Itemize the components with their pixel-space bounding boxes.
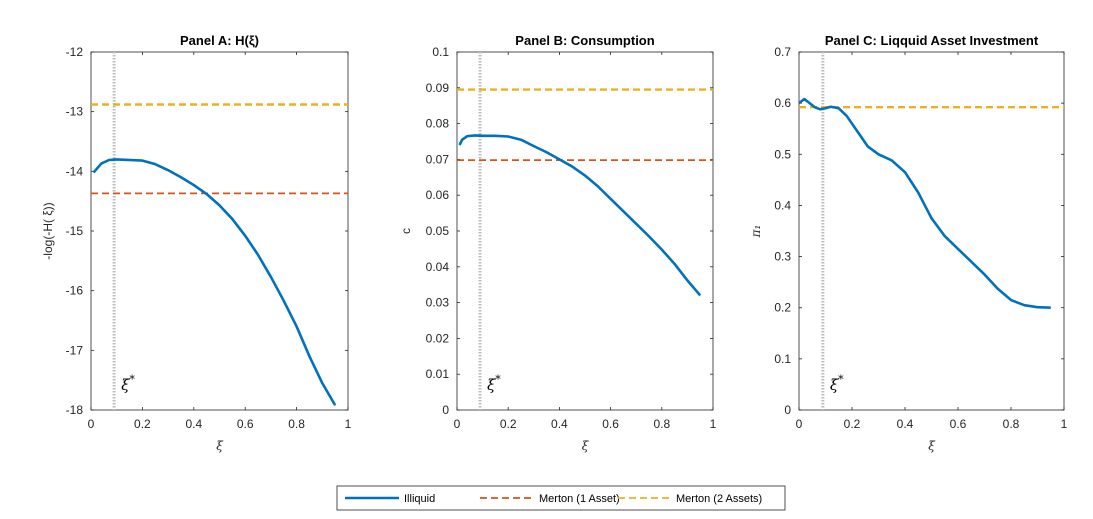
x-tick-label: 0.6 xyxy=(602,417,619,431)
y-axis-label: c xyxy=(399,228,413,234)
x-tick-label: 0.4 xyxy=(551,417,568,431)
y-axis-label: π₁ xyxy=(749,225,763,239)
x-tick-label: 1 xyxy=(710,417,717,431)
y-axis-label: -log(-H( ξ)) xyxy=(41,202,55,259)
y-tick-label: 0.08 xyxy=(426,117,450,131)
y-tick-label: 0.5 xyxy=(774,147,791,161)
x-tick-label: 0.2 xyxy=(500,417,517,431)
y-tick-label: 0.07 xyxy=(426,152,450,166)
panel-a: 0 0.2 0.4 0.6 0.8 1 -18 -17 -16 -15 -14 -13 -12 Panel… xyxy=(41,33,352,453)
y-tick-label: 0.05 xyxy=(426,224,450,238)
axes-box xyxy=(456,51,714,411)
panel-b: 0 0.2 0.4 0.6 0.8 1 0 0.01 0.02 0.03 0.04 0.05 0.06 0… xyxy=(399,33,717,453)
x-tick-label: 0.8 xyxy=(1003,417,1020,431)
y-tick-label: -15 xyxy=(66,224,84,238)
y-tick-label: -13 xyxy=(66,105,84,119)
x-tick-label: 1 xyxy=(1061,417,1068,431)
y-tick-label: 0.3 xyxy=(774,250,791,264)
y-tick-label: 0.02 xyxy=(426,331,450,345)
y-tick-label: 0 xyxy=(442,403,449,417)
legend: Illiquid Merton (1 Asset) Merton (2 Assets… xyxy=(336,485,786,511)
legend-label: Merton (2 Assets) xyxy=(676,493,762,505)
xi-star-label: ξ* xyxy=(487,373,501,394)
x-tick-label: 0.6 xyxy=(950,417,967,431)
y-tick-label: 0.09 xyxy=(426,81,450,95)
y-tick-label: 0.04 xyxy=(426,260,450,274)
y-tick-label: 0 xyxy=(784,403,791,417)
y-tick-label: 0.7 xyxy=(774,45,791,59)
x-tick-label: 0.2 xyxy=(134,417,151,431)
legend-box xyxy=(336,485,786,511)
y-tick-label: 0.1 xyxy=(432,45,449,59)
x-tick-label: 0 xyxy=(796,417,803,431)
y-tick-label: 0.03 xyxy=(426,296,450,310)
x-tick-label: 0.8 xyxy=(653,417,670,431)
y-tick-label: 0.6 xyxy=(774,96,791,110)
series-line-illiquid xyxy=(92,158,337,406)
x-tick-label: 0.8 xyxy=(288,417,305,431)
xi-star-label: ξ* xyxy=(830,373,844,394)
axes-box xyxy=(798,51,1065,411)
y-tick-label: 0.01 xyxy=(426,367,450,381)
panel-c: 0 0.2 0.4 0.6 0.8 1 0 0.1 0.2 0.3 0.4 0.5 0.6 0.7 Pane… xyxy=(749,33,1068,453)
x-axis-label: ξ xyxy=(928,439,936,453)
panel-title: Panel C: Liqquid Asset Investment xyxy=(825,33,1039,48)
x-tick-label: 0 xyxy=(454,417,461,431)
y-tick-label: 0.06 xyxy=(426,188,450,202)
x-tick-label: 0.2 xyxy=(844,417,861,431)
x-tick-label: 0.6 xyxy=(237,417,254,431)
y-tick-label: -16 xyxy=(66,284,84,298)
y-tick-label: 0.1 xyxy=(774,352,791,366)
panel-title: Panel A: H(ξ) xyxy=(180,33,259,48)
x-tick-label: 0.4 xyxy=(185,417,202,431)
x-tick-label: 0 xyxy=(88,417,95,431)
x-tick-label: 1 xyxy=(345,417,352,431)
panel-title: Panel B: Consumption xyxy=(515,33,654,48)
y-tick-label: -14 xyxy=(66,164,84,178)
y-tick-label: 0.4 xyxy=(774,198,791,212)
y-tick-label: 0.2 xyxy=(774,301,791,315)
legend-label: Merton (1 Asset) xyxy=(539,493,620,505)
x-axis-label: ξ xyxy=(216,439,224,453)
y-tick-label: -12 xyxy=(66,45,84,59)
y-tick-label: -18 xyxy=(66,403,84,417)
xi-star-label: ξ* xyxy=(121,373,135,394)
series-line-illiquid xyxy=(458,134,702,297)
y-tick-label: -17 xyxy=(66,343,84,357)
x-tick-label: 0.4 xyxy=(897,417,914,431)
legend-label: Illiquid xyxy=(404,493,435,505)
series-line-illiquid xyxy=(799,97,1051,310)
x-axis-label: ξ xyxy=(582,439,590,453)
